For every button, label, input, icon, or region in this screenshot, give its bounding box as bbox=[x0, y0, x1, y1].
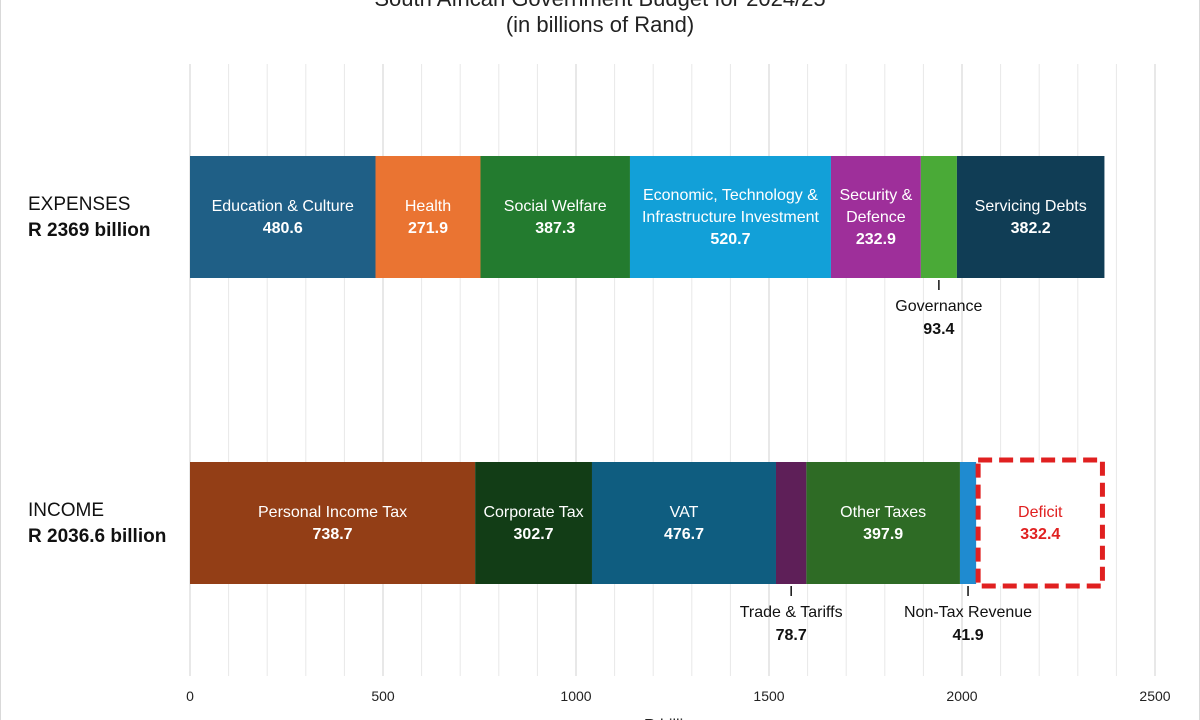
segment-label-governance: Governance bbox=[895, 298, 982, 315]
expenses-total: R 2369 billion bbox=[28, 220, 151, 241]
segment-value-deficit: 332.4 bbox=[1020, 526, 1060, 543]
income-total: R 2036.6 billion bbox=[28, 526, 167, 547]
x-tick-label: 1500 bbox=[753, 688, 784, 704]
segment-label-economic-technology-infrastructure-investment: Economic, Technology & bbox=[643, 187, 818, 204]
expenses-label: EXPENSES bbox=[28, 194, 131, 215]
segment-value-economic-technology-infrastructure-investment: 520.7 bbox=[710, 231, 750, 248]
segment-value-servicing-debts: 382.2 bbox=[1011, 220, 1051, 237]
segment-label-corporate-tax: Corporate Tax bbox=[483, 504, 583, 521]
expenses-row-label: EXPENSES R 2369 billion bbox=[28, 192, 150, 244]
segment-label-social-welfare: Social Welfare bbox=[504, 198, 607, 215]
bar-segment-corporate-tax bbox=[475, 462, 592, 584]
income-row-label: INCOME R 2036.6 billion bbox=[28, 498, 166, 550]
x-tick-label: 1000 bbox=[560, 688, 591, 704]
x-tick-label: 2500 bbox=[1139, 688, 1170, 704]
segment-value-security-defence: 232.9 bbox=[856, 231, 896, 248]
bar-segment-health bbox=[375, 156, 481, 278]
segment-label-personal-income-tax: Personal Income Tax bbox=[258, 504, 407, 521]
bar-segment-security-defence bbox=[830, 156, 921, 278]
segment-value-personal-income-tax: 738.7 bbox=[313, 526, 353, 543]
x-tick-label: 500 bbox=[371, 688, 395, 704]
segment-value-corporate-tax: 302.7 bbox=[514, 526, 554, 543]
segment-label-economic-technology-infrastructure-investment: Infrastructure Investment bbox=[642, 209, 820, 226]
bar-segment-other-taxes bbox=[806, 462, 960, 584]
income-label: INCOME bbox=[28, 500, 104, 521]
chart-subtitle: (in billions of Rand) bbox=[505, 12, 695, 37]
bar-segment-deficit bbox=[975, 457, 1105, 589]
segment-value-trade-tariffs: 78.7 bbox=[776, 627, 807, 644]
segment-value-governance: 93.4 bbox=[923, 321, 954, 338]
segment-label-other-taxes: Other Taxes bbox=[840, 504, 926, 521]
bar-segment-education-culture bbox=[190, 156, 376, 278]
segment-label-vat: VAT bbox=[670, 504, 699, 521]
segment-value-vat: 476.7 bbox=[664, 526, 704, 543]
bar-segment-personal-income-tax bbox=[190, 462, 476, 584]
bar-segment-servicing-debts bbox=[956, 156, 1105, 278]
bar-segment-vat bbox=[591, 462, 776, 584]
segment-value-health: 271.9 bbox=[408, 220, 448, 237]
segment-label-non-tax-revenue: Non-Tax Revenue bbox=[904, 604, 1032, 621]
bar-segment-governance bbox=[920, 156, 957, 278]
segment-label-trade-tariffs: Trade & Tariffs bbox=[740, 604, 843, 621]
segment-label-health: Health bbox=[405, 198, 451, 215]
x-tick-label: 2000 bbox=[946, 688, 977, 704]
segment-value-social-welfare: 387.3 bbox=[535, 220, 575, 237]
segment-label-security-defence: Defence bbox=[846, 209, 906, 226]
bar-segment-non-tax-revenue bbox=[959, 462, 977, 584]
segment-label-security-defence: Security & bbox=[839, 187, 912, 204]
frame-left-border bbox=[0, 0, 1, 720]
x-tick-label: 0 bbox=[186, 688, 194, 704]
bar-segment-social-welfare bbox=[480, 156, 630, 278]
chart-title: South African Government Budget for 2024… bbox=[0, 0, 1200, 12]
segment-value-non-tax-revenue: 41.9 bbox=[952, 627, 983, 644]
segment-label-education-culture: Education & Culture bbox=[212, 198, 354, 215]
segment-value-other-taxes: 397.9 bbox=[863, 526, 903, 543]
segment-value-education-culture: 480.6 bbox=[263, 220, 303, 237]
bar-segment-economic-technology-infrastructure-investment bbox=[629, 156, 831, 278]
segment-label-servicing-debts: Servicing Debts bbox=[975, 198, 1087, 215]
bar-segment-trade-tariffs bbox=[775, 462, 807, 584]
segment-label-deficit: Deficit bbox=[1018, 504, 1063, 521]
x-axis-title: R billion bbox=[644, 717, 701, 720]
